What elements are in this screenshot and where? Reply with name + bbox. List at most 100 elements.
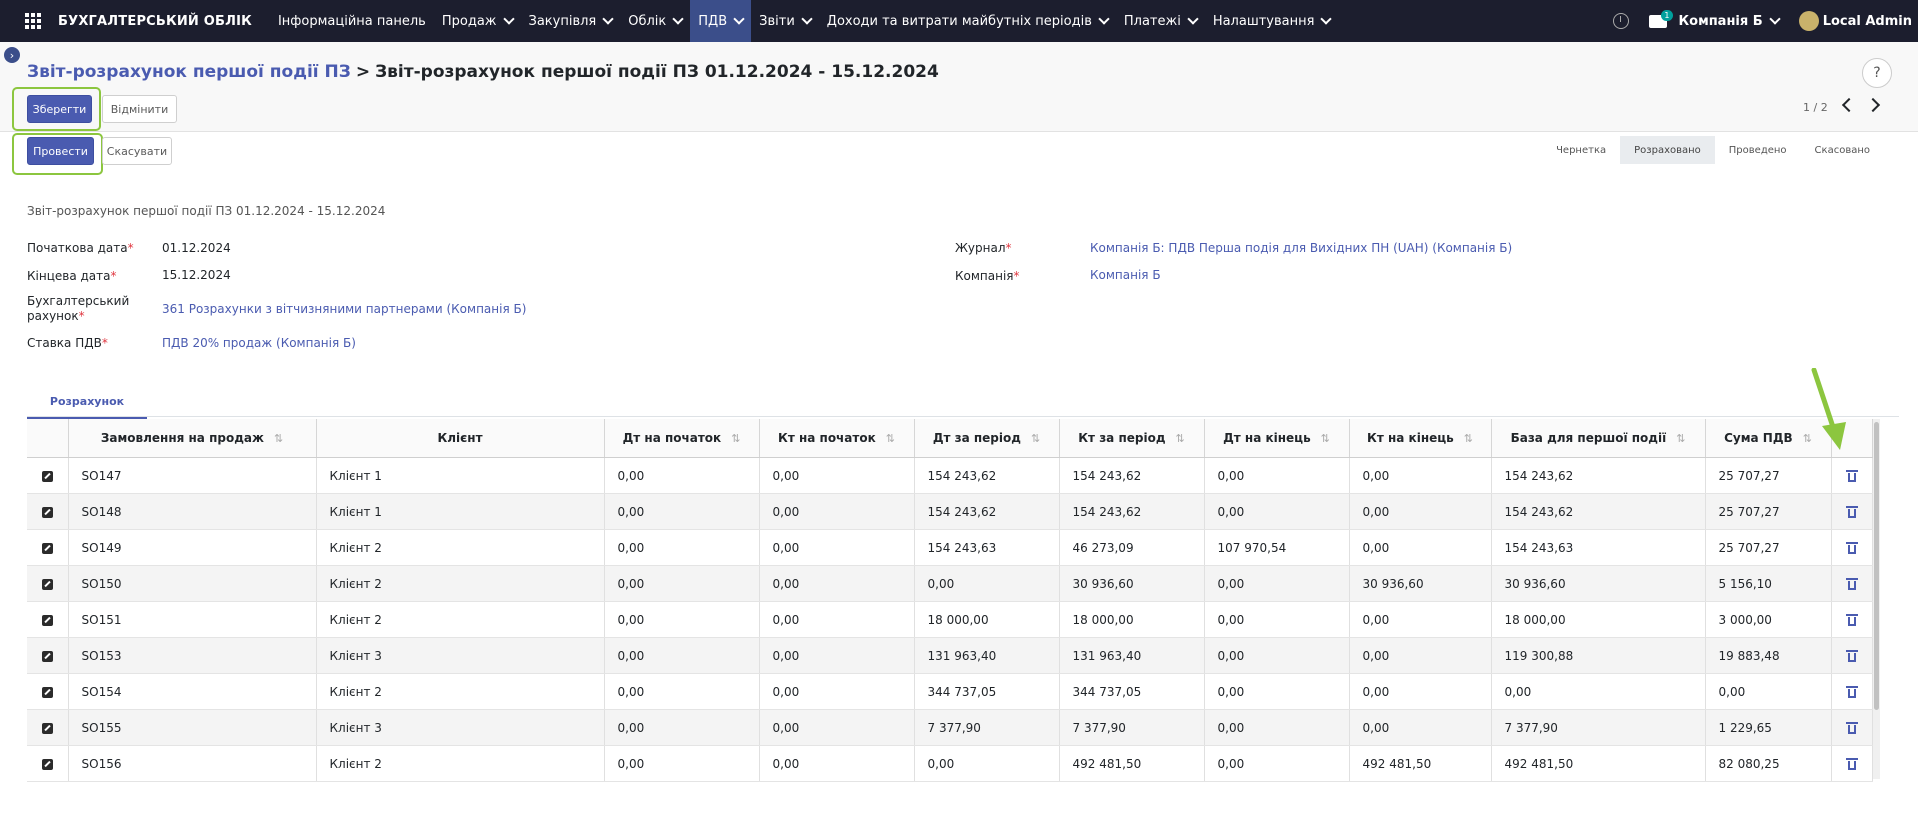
date-start-field[interactable]: 01.12.2024 (162, 241, 231, 255)
table-cell[interactable]: Клієнт 2 (316, 745, 605, 782)
post-button[interactable]: Провести (27, 137, 94, 165)
table-row[interactable]: SO147 Клієнт 1 0,00 0,00 154 243,62 154 243,6… (27, 457, 1873, 494)
trash-icon[interactable] (1845, 470, 1858, 482)
trash-icon[interactable] (1845, 758, 1858, 770)
table-cell[interactable]: 0,00 (604, 565, 760, 602)
open-record-icon[interactable] (41, 470, 53, 482)
table-cell[interactable]: 0,00 (1204, 565, 1350, 602)
table-cell[interactable]: 154 243,62 (914, 457, 1060, 494)
menu-item[interactable]: Облік (620, 0, 690, 42)
table-cell[interactable]: 0,00 (759, 637, 915, 674)
table-cell[interactable]: 0,00 (759, 673, 915, 710)
table-cell[interactable]: Клієнт 3 (316, 637, 605, 674)
table-cell[interactable]: 1 229,65 (1705, 709, 1832, 746)
sort-icon[interactable]: ⇅ (885, 432, 895, 445)
company-switcher[interactable]: Компанія Б (1679, 13, 1781, 29)
sort-icon[interactable]: ⇅ (1802, 432, 1812, 445)
table-cell[interactable]: 0,00 (914, 745, 1060, 782)
table-cell[interactable]: 0,00 (759, 709, 915, 746)
sort-icon[interactable]: ⇅ (1030, 432, 1041, 445)
app-name[interactable]: БУХГАЛТЕРСЬКИЙ ОБЛІК (58, 13, 252, 29)
table-cell[interactable]: 46 273,09 (1059, 529, 1205, 566)
open-record-icon[interactable] (41, 506, 53, 518)
table-cell[interactable]: SO149 (68, 529, 317, 566)
table-cell[interactable]: 0,00 (1204, 493, 1350, 530)
save-button[interactable]: Зберегти (27, 95, 92, 123)
trash-icon[interactable] (1845, 722, 1858, 734)
column-header[interactable]: Кт на початок ⇅ (759, 419, 915, 458)
table-cell[interactable]: SO154 (68, 673, 317, 710)
user-menu[interactable]: Local Admin (1798, 11, 1912, 31)
table-cell[interactable]: 154 243,62 (914, 493, 1060, 530)
sort-icon[interactable]: ⇅ (1320, 432, 1330, 445)
table-cell[interactable]: 7 377,90 (914, 709, 1060, 746)
column-header[interactable]: Замовлення на продаж ⇅ (68, 419, 317, 458)
table-cell[interactable]: 107 970,54 (1204, 529, 1350, 566)
discard-button[interactable]: Відмінити (102, 95, 177, 123)
table-cell[interactable]: 7 377,90 (1059, 709, 1205, 746)
table-cell[interactable]: 0,00 (604, 601, 760, 638)
table-row[interactable]: SO156 Клієнт 2 0,00 0,00 0,00 492 481,50 0,00 4… (27, 745, 1873, 782)
trash-icon[interactable] (1845, 542, 1858, 554)
table-cell[interactable]: SO153 (68, 637, 317, 674)
table-cell[interactable]: 0,00 (759, 565, 915, 602)
table-cell[interactable]: 25 707,27 (1705, 493, 1832, 530)
table-cell[interactable]: 131 963,40 (914, 637, 1060, 674)
table-cell[interactable]: 154 243,62 (1059, 457, 1205, 494)
table-cell[interactable]: 0,00 (1349, 493, 1492, 530)
table-row[interactable]: SO148 Клієнт 1 0,00 0,00 154 243,62 154 243,6… (27, 493, 1873, 530)
status-stage[interactable]: Проведено (1728, 144, 1787, 156)
table-row[interactable]: SO154 Клієнт 2 0,00 0,00 344 737,05 344 737,0… (27, 673, 1873, 710)
table-cell[interactable]: 0,00 (1349, 601, 1492, 638)
open-record-icon[interactable] (41, 614, 53, 626)
table-cell[interactable]: 344 737,05 (1059, 673, 1205, 710)
table-cell[interactable]: 3 000,00 (1705, 601, 1832, 638)
table-cell[interactable]: 0,00 (1349, 637, 1492, 674)
table-cell[interactable]: 30 936,60 (1491, 565, 1706, 602)
table-cell[interactable]: 18 000,00 (1059, 601, 1205, 638)
menu-item[interactable]: Інформаційна панель (270, 0, 434, 42)
table-cell[interactable]: SO150 (68, 565, 317, 602)
journal-field[interactable]: Компанія Б: ПДВ Перша подія для Вихідних… (1090, 241, 1513, 255)
table-cell[interactable]: 0,00 (1204, 709, 1350, 746)
menu-item[interactable]: Доходи та витрати майбутніх періодів (819, 0, 1116, 42)
table-row[interactable]: SO155 Клієнт 3 0,00 0,00 7 377,90 7 377,90 0,0… (27, 709, 1873, 746)
help-icon[interactable]: ? (1862, 58, 1892, 88)
messages-icon[interactable]: 1 (1648, 9, 1673, 28)
column-header[interactable]: Сума ПДВ ⇅ (1705, 419, 1832, 458)
apps-menu-icon[interactable] (16, 0, 50, 42)
open-record-icon[interactable] (41, 686, 53, 698)
menu-item[interactable]: ПДВ (690, 0, 752, 42)
sort-icon[interactable]: ⇅ (1676, 432, 1686, 445)
table-cell[interactable]: 0,00 (1204, 601, 1350, 638)
table-row[interactable]: SO151 Клієнт 2 0,00 0,00 18 000,00 18 000,00 0… (27, 601, 1873, 638)
table-cell[interactable]: 154 243,62 (1491, 457, 1706, 494)
cancel-button[interactable]: Скасувати (102, 137, 172, 165)
table-cell[interactable]: 0,00 (1705, 673, 1832, 710)
table-cell[interactable]: 344 737,05 (914, 673, 1060, 710)
table-row[interactable]: SO150 Клієнт 2 0,00 0,00 0,00 30 936,60 0,00 30… (27, 565, 1873, 602)
column-header[interactable]: База для першої події ⇅ (1491, 419, 1706, 458)
table-cell[interactable]: SO147 (68, 457, 317, 494)
table-cell[interactable]: 0,00 (604, 493, 760, 530)
table-cell[interactable]: 492 481,50 (1059, 745, 1205, 782)
table-cell[interactable]: 0,00 (1491, 673, 1706, 710)
chevron-right-icon[interactable]: › (4, 47, 20, 63)
table-cell[interactable]: 5 156,10 (1705, 565, 1832, 602)
menu-item[interactable]: Продаж (434, 0, 521, 42)
sort-icon[interactable]: ⇅ (1175, 432, 1185, 445)
table-cell[interactable]: 0,00 (604, 637, 760, 674)
table-cell[interactable]: 25 707,27 (1705, 529, 1832, 566)
table-cell[interactable]: 0,00 (604, 529, 760, 566)
table-cell[interactable]: 0,00 (604, 745, 760, 782)
sort-icon[interactable]: ⇅ (1463, 432, 1473, 445)
status-stage[interactable]: Скасовано (1814, 144, 1870, 156)
table-cell[interactable]: 0,00 (1349, 709, 1492, 746)
table-cell[interactable]: 0,00 (604, 457, 760, 494)
table-cell[interactable]: 0,00 (759, 493, 915, 530)
column-header[interactable]: Дт за період ⇅ (914, 419, 1060, 458)
menu-item[interactable]: Налаштування (1205, 0, 1339, 42)
table-cell[interactable]: 0,00 (759, 457, 915, 494)
table-row[interactable]: SO149 Клієнт 2 0,00 0,00 154 243,63 46 273,09… (27, 529, 1873, 566)
table-cell[interactable]: 18 000,00 (1491, 601, 1706, 638)
